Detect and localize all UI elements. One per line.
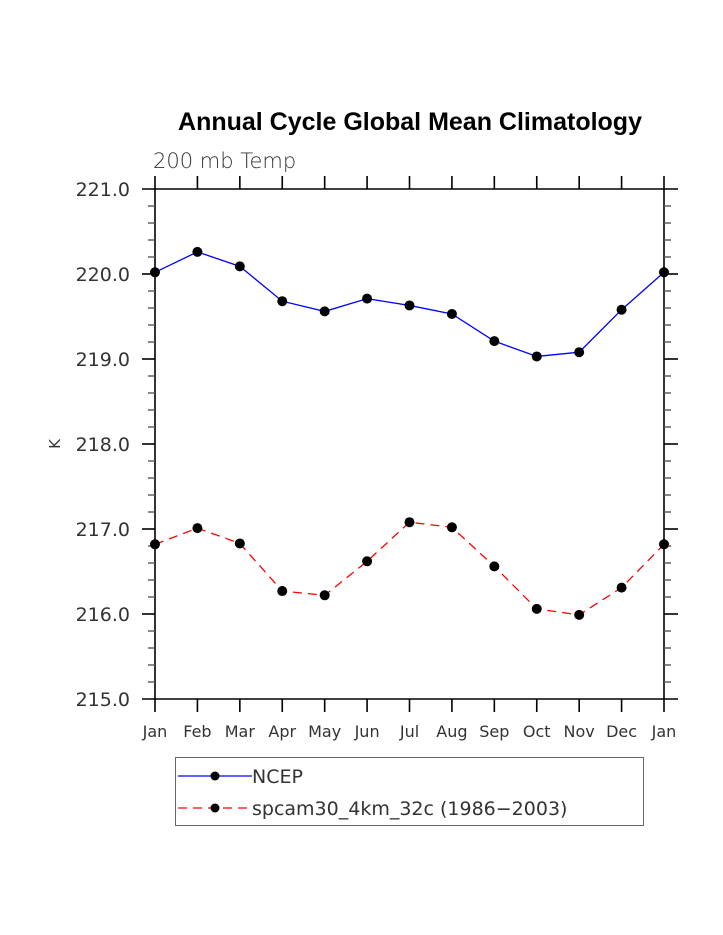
x-tick-label: Feb: [183, 722, 211, 741]
data-point: [362, 293, 373, 304]
data-point: [616, 582, 627, 593]
chart-subtitle: 200 mb Temp: [153, 149, 296, 173]
x-tick-label: Apr: [268, 722, 296, 741]
y-tick-label: 221.0: [76, 179, 130, 201]
x-tick-label: Sep: [479, 722, 509, 741]
data-point: [234, 261, 245, 272]
data-point: [150, 539, 160, 550]
data-point: [234, 538, 245, 549]
axes: [142, 176, 678, 712]
y-tick-label: 218.0: [76, 434, 130, 456]
x-tick-label: Mar: [225, 722, 256, 741]
x-tick-label: Aug: [436, 722, 467, 741]
data-point: [446, 522, 457, 533]
legend-label-ncep: NCEP: [252, 766, 303, 788]
data-point: [404, 300, 415, 311]
series-spcam: [150, 517, 669, 620]
y-tick-label: 217.0: [76, 519, 130, 541]
legend-label-spcam: spcam30_4km_32c (1986−2003): [252, 798, 567, 820]
data-point: [192, 246, 203, 257]
x-tick-label: Jan: [142, 722, 168, 741]
data-point: [362, 556, 373, 567]
y-tick-labels: 215.0 216.0 217.0 218.0 219.0 220.0 221.0: [76, 179, 130, 711]
data-point: [404, 517, 415, 528]
data-point: [574, 347, 585, 358]
x-tick-label: Jul: [399, 722, 419, 741]
data-point: [616, 304, 627, 315]
data-point: [659, 539, 669, 550]
data-point: [659, 267, 669, 278]
legend-box: [175, 757, 644, 826]
data-point: [192, 523, 203, 534]
data-point: [531, 351, 542, 362]
y-tick-label: 216.0: [76, 604, 130, 626]
data-point: [150, 267, 160, 278]
x-tick-label: Jan: [651, 722, 677, 741]
data-point: [531, 603, 542, 614]
x-tick-label: Nov: [564, 722, 595, 741]
y-tick-label: 220.0: [76, 264, 130, 286]
series-line: [154, 521, 665, 616]
data-point: [319, 306, 330, 317]
series-ncep: [150, 246, 669, 362]
x-tick-label: Oct: [523, 722, 551, 741]
data-point: [319, 590, 330, 601]
chart-title: Annual Cycle Global Mean Climatology: [178, 108, 642, 136]
legend: NCEP spcam30_4km_32c (1986−2003): [175, 757, 644, 826]
y-axis-label: K: [46, 438, 64, 449]
data-point: [574, 609, 585, 620]
data-point: [277, 296, 288, 307]
x-tick-label: Dec: [606, 722, 637, 741]
data-point: [446, 308, 457, 319]
data-point: [489, 561, 500, 572]
series-layer: [150, 246, 669, 620]
data-point: [277, 586, 288, 597]
y-tick-label: 215.0: [76, 689, 130, 711]
data-point: [489, 336, 500, 347]
x-tick-label: May: [308, 722, 341, 741]
x-tick-label: Jun: [354, 722, 380, 741]
y-tick-label: 219.0: [76, 349, 130, 371]
legend-marker-ncep: [210, 771, 220, 781]
legend-marker-spcam: [210, 803, 220, 813]
x-tick-labels: Jan Feb Mar Apr May Jun Jul Aug Sep Oct Nov Dec Jan: [142, 722, 677, 741]
